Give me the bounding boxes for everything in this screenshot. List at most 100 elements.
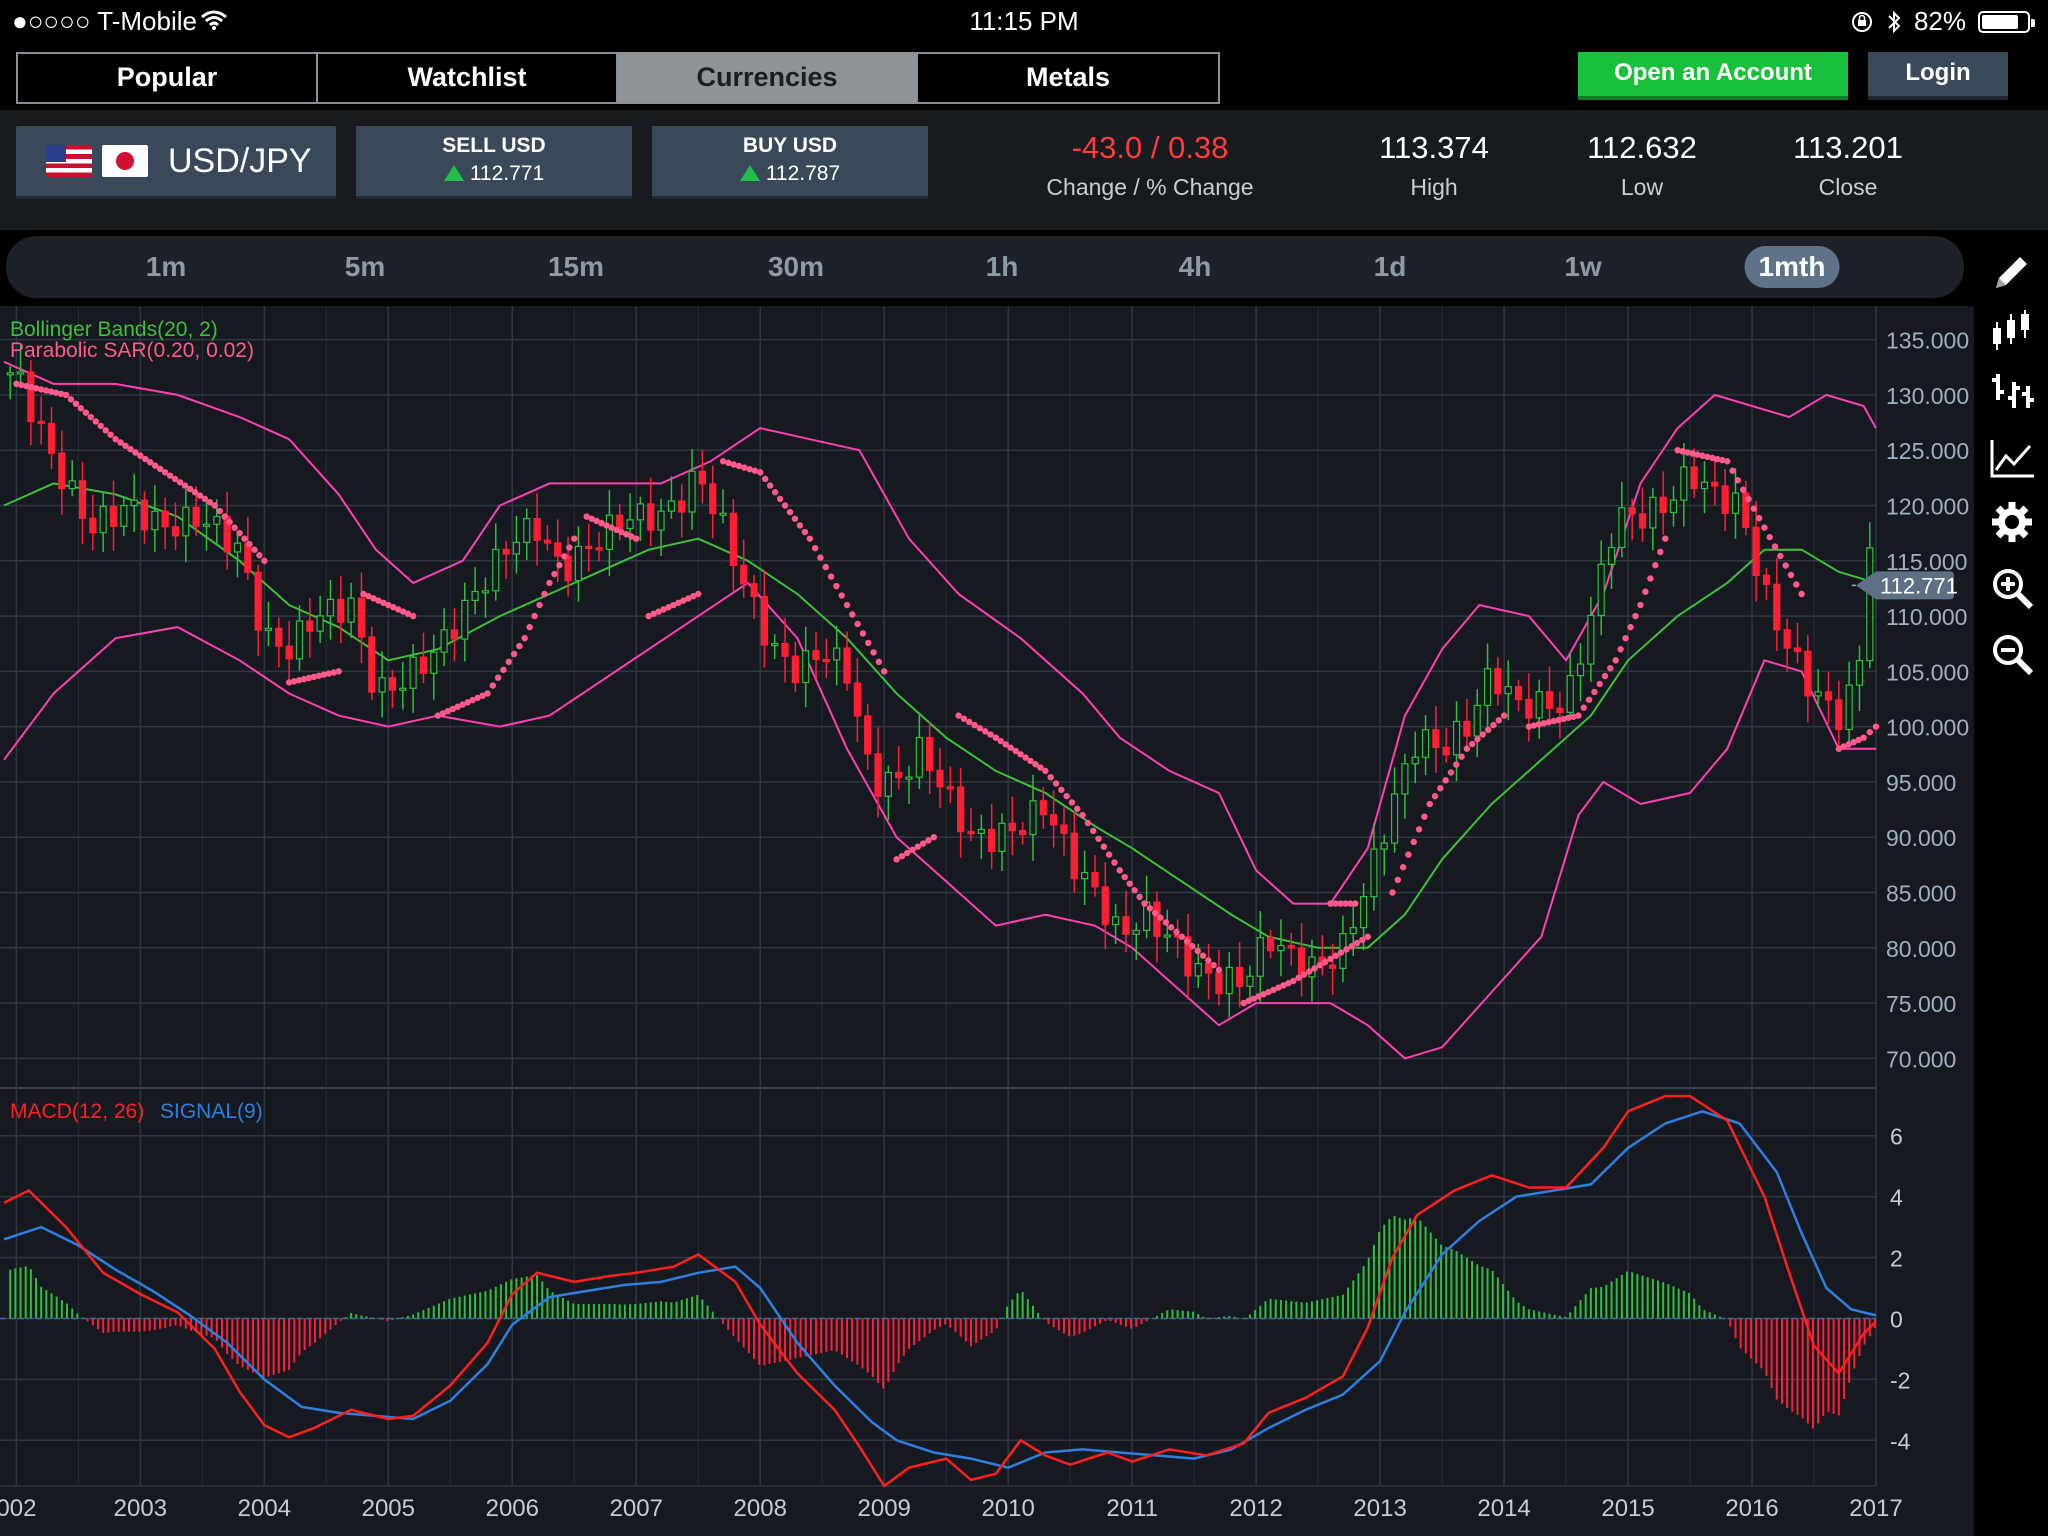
sar-dot (360, 590, 367, 598)
sar-dot (390, 604, 397, 611)
candle-body (16, 371, 25, 375)
sar-dot (904, 849, 911, 857)
candle-body (1060, 824, 1068, 834)
sar-dot (97, 422, 104, 430)
sar-dot (1622, 634, 1629, 642)
candle-body (368, 636, 376, 693)
interval-30m[interactable]: 30m (767, 251, 825, 282)
sar-dot (981, 728, 989, 735)
y-tick-label: 115.000 (1886, 549, 1967, 575)
sar-dot (531, 612, 538, 620)
candle-body (647, 503, 655, 531)
sar-dot (206, 498, 213, 506)
candle-body (1742, 492, 1750, 528)
sar-dot (1745, 495, 1752, 503)
open-account-button[interactable]: Open an Account (1578, 52, 1848, 96)
candle-body (1380, 842, 1388, 850)
interval-1w[interactable]: 1w (1564, 251, 1602, 282)
sar-dot (1860, 734, 1867, 741)
tab-metals[interactable]: Metals (918, 54, 1218, 102)
macd-y-tick-label: -4 (1890, 1428, 1911, 1454)
sell-button[interactable]: SELL USD 112.771 (356, 126, 632, 196)
sar-dot (1447, 769, 1455, 776)
interval-5m[interactable]: 5m (344, 251, 386, 282)
line-chart-icon[interactable] (1990, 436, 2034, 480)
interval-1h[interactable]: 1h (985, 251, 1019, 282)
candle-body (585, 545, 593, 550)
high-stat: 113.374 High (1364, 130, 1504, 201)
sar-dot (660, 606, 667, 613)
sar-dot (132, 449, 139, 456)
sar-dot (827, 573, 835, 580)
buy-label: BUY USD (742, 134, 838, 157)
sar-dot (1300, 971, 1308, 978)
candle-body (1628, 507, 1636, 515)
sar-dot (1364, 933, 1371, 940)
sar-dot (801, 528, 809, 536)
candle-body (202, 523, 211, 527)
candle-body (1835, 699, 1843, 731)
login-button[interactable]: Login (1868, 52, 2008, 96)
sar-dot (757, 469, 764, 476)
x-tick-label: 2016 (1725, 1495, 1778, 1522)
sar-dot (1652, 562, 1659, 569)
sar-dot (1458, 753, 1465, 760)
candle-body (791, 655, 799, 684)
sar-dot (1399, 864, 1407, 871)
ohlc-bars-icon[interactable] (1990, 368, 2034, 412)
interval-1d[interactable]: 1d (1373, 251, 1407, 282)
pencil-icon[interactable] (1990, 250, 2034, 294)
zoom-out-icon[interactable] (1990, 632, 2034, 676)
candlestick-icon[interactable] (1990, 308, 2034, 352)
candle-body (1535, 691, 1543, 719)
candle-body (171, 526, 180, 537)
sar-dot (310, 673, 318, 681)
bluetooth-icon (1888, 10, 1901, 33)
sar-dot (746, 465, 753, 473)
close-label: Close (1818, 174, 1878, 200)
sar-dot (1215, 966, 1223, 974)
candle-body (688, 470, 696, 513)
sar-dot (786, 508, 794, 516)
interval-4h[interactable]: 4h (1178, 251, 1212, 282)
sar-dot (385, 601, 392, 609)
sar-dot (1058, 786, 1065, 794)
candle-body (1432, 729, 1440, 749)
zoom-in-icon[interactable] (1990, 566, 2034, 610)
macd-y-tick-label: 4 (1890, 1185, 1903, 1211)
interval-15m[interactable]: 15m (547, 251, 605, 282)
tab-popular[interactable]: Popular (18, 54, 318, 102)
sar-dot (766, 482, 774, 489)
sar-dot (997, 737, 1004, 745)
candle-body (1359, 896, 1368, 929)
sar-dot (1095, 835, 1102, 842)
sar-dot (52, 389, 60, 396)
interval-1mth[interactable]: 1mth (1744, 246, 1840, 288)
candle-body (1866, 547, 1874, 662)
sar-dot (1306, 968, 1313, 975)
y-tick-label: 125.000 (1886, 438, 1969, 464)
buy-button[interactable]: BUY USD 112.787 (652, 126, 928, 196)
sar-dot (1332, 900, 1339, 907)
currency-pair-selector[interactable]: USD/JPY (16, 126, 336, 196)
candle-body (554, 542, 562, 557)
candle-body (1597, 563, 1605, 617)
sar-dot (1167, 924, 1175, 931)
price-chart[interactable]: 002 2003 2004 2005 2006 2007 2008 2009 2010 2011 2… (0, 306, 1974, 1536)
sar-dot (305, 674, 313, 682)
gear-icon[interactable] (1990, 500, 2034, 544)
sar-dot (330, 669, 337, 676)
candle-body (977, 828, 985, 834)
candle-body (1463, 720, 1471, 737)
tab-currencies[interactable]: Currencies (618, 54, 918, 102)
sar-dot (1037, 764, 1044, 771)
interval-1m[interactable]: 1m (145, 251, 187, 282)
candle-body (781, 642, 789, 657)
sar-dot (1415, 826, 1423, 833)
tab-watchlist[interactable]: Watchlist (318, 54, 618, 102)
sar-dot (1007, 744, 1014, 751)
candle-body (523, 518, 531, 543)
y-tick-label: 110.000 (1886, 604, 1967, 630)
candle-body (1566, 674, 1574, 713)
sar-dot (1835, 745, 1843, 752)
